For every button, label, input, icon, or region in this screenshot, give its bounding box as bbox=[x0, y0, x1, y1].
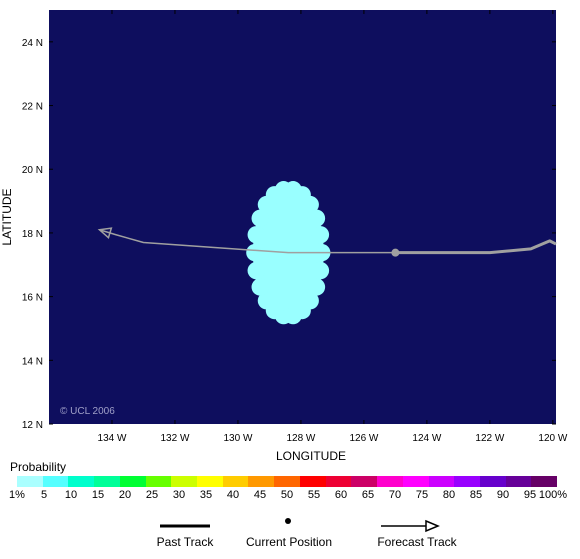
scale-label: 80 bbox=[442, 489, 456, 501]
lat-tick-label: 12 N bbox=[22, 420, 43, 431]
probability-area-lobe bbox=[307, 209, 326, 227]
colorbar-swatch bbox=[299, 476, 326, 487]
x-axis-title: LONGITUDE bbox=[276, 449, 346, 460]
probability-area-lobe bbox=[311, 261, 330, 280]
colorbar-swatch bbox=[42, 476, 69, 487]
scale-label: 55 bbox=[307, 489, 321, 501]
colorbar-swatch bbox=[325, 476, 352, 487]
probability-area-lobe bbox=[307, 278, 326, 296]
colorbar-swatch bbox=[222, 476, 249, 487]
colorbar-swatch bbox=[17, 476, 43, 487]
scale-label: 75 bbox=[415, 489, 429, 501]
colorbar-swatch bbox=[197, 476, 223, 487]
probability-area-lobe bbox=[257, 292, 276, 310]
lon-tick-label: 120 W bbox=[538, 433, 567, 444]
scale-label: 50 bbox=[280, 489, 294, 501]
forecast-track-label: Forecast Track bbox=[377, 535, 457, 549]
colorbar-swatch bbox=[402, 476, 429, 487]
scale-label: 10 bbox=[64, 489, 78, 501]
lon-tick-label: 132 W bbox=[161, 433, 190, 444]
scale-label: 60 bbox=[334, 489, 348, 501]
past-track-label: Past Track bbox=[156, 535, 214, 549]
colorbar-swatch bbox=[428, 476, 455, 487]
current-position-label: Current Position bbox=[245, 535, 333, 549]
storm-tracks bbox=[97, 227, 557, 257]
scale-label: 25 bbox=[145, 489, 159, 501]
lon-tick-label: 126 W bbox=[349, 433, 378, 444]
colorbar-swatch bbox=[94, 476, 120, 487]
colorbar-swatch bbox=[531, 476, 558, 487]
probability-title: Probability bbox=[10, 460, 67, 474]
scale-label: 40 bbox=[226, 489, 240, 501]
lon-tick-label: 122 W bbox=[475, 433, 504, 444]
scale-label: 35 bbox=[199, 489, 213, 501]
probability-area-lobe bbox=[311, 226, 330, 244]
scale-label: 95 bbox=[523, 489, 537, 501]
colorbar-swatch bbox=[274, 476, 300, 487]
colorbar-swatch bbox=[377, 476, 403, 487]
scale-label: 15 bbox=[91, 489, 105, 501]
scale-label: 30 bbox=[172, 489, 186, 501]
copyright-text: © UCL 2006 bbox=[60, 406, 115, 417]
colorbar-swatch bbox=[248, 476, 275, 487]
probability-area-lobe bbox=[251, 278, 269, 296]
scale-label: 65 bbox=[361, 489, 375, 501]
past-track-line bbox=[395, 239, 557, 255]
latitude-ticks: 24 N 22 N 20 N 18 N 16 N 14 N 12 N bbox=[22, 38, 556, 431]
current-position-marker bbox=[391, 248, 400, 257]
lat-tick-label: 24 N bbox=[22, 38, 43, 49]
scale-label: 45 bbox=[253, 489, 267, 501]
colorbar-swatch bbox=[119, 476, 146, 487]
colorbar-swatch bbox=[351, 476, 378, 487]
lat-tick-label: 20 N bbox=[22, 165, 43, 176]
y-axis-title: LATITUDE bbox=[0, 188, 14, 245]
probability-area-lobe bbox=[247, 261, 265, 280]
scale-label: 5 bbox=[40, 489, 48, 501]
lat-tick-label: 22 N bbox=[22, 102, 43, 113]
lon-tick-label: 124 W bbox=[412, 433, 441, 444]
colorbar-swatch bbox=[505, 476, 532, 487]
scale-label: 20 bbox=[118, 489, 132, 501]
colorbar-swatch bbox=[145, 476, 172, 487]
scale-label: 85 bbox=[469, 489, 483, 501]
lat-tick-label: 16 N bbox=[22, 293, 43, 304]
colorbar-swatch bbox=[171, 476, 198, 487]
probability-area-lobe bbox=[301, 195, 319, 214]
scale-label: 90 bbox=[496, 489, 510, 501]
lon-tick-label: 128 W bbox=[286, 433, 315, 444]
lat-tick-label: 18 N bbox=[22, 229, 43, 240]
probability-area-lobe bbox=[246, 244, 264, 262]
colorbar-swatch bbox=[479, 476, 506, 487]
forecast-arrowhead bbox=[97, 227, 113, 240]
lat-tick-label: 14 N bbox=[22, 356, 43, 367]
forecast-track-symbol bbox=[381, 519, 440, 533]
lon-tick-label: 130 W bbox=[223, 433, 252, 444]
probability-colorbar bbox=[17, 476, 558, 487]
scale-label: 70 bbox=[388, 489, 402, 501]
lon-tick-label: 134 W bbox=[98, 433, 127, 444]
colorbar-swatch bbox=[68, 476, 95, 487]
probability-area-lobe bbox=[247, 226, 265, 244]
scale-label: 1% bbox=[9, 489, 25, 501]
current-position-symbol bbox=[285, 518, 291, 524]
scale-label: 100% bbox=[538, 489, 568, 501]
past-track-symbol bbox=[160, 524, 210, 528]
probability-scale-labels: 1% 5 10 15 20 25 30 35 40 45 50 55 60 65 70 75 80 85 90 95 1… bbox=[0, 489, 580, 503]
probability-area-lobe bbox=[251, 209, 269, 227]
longitude-ticks: 134 W 132 W 130 W 128 W 126 W 124 W 122 W 120 W bbox=[98, 10, 568, 444]
colorbar-swatch bbox=[454, 476, 480, 487]
